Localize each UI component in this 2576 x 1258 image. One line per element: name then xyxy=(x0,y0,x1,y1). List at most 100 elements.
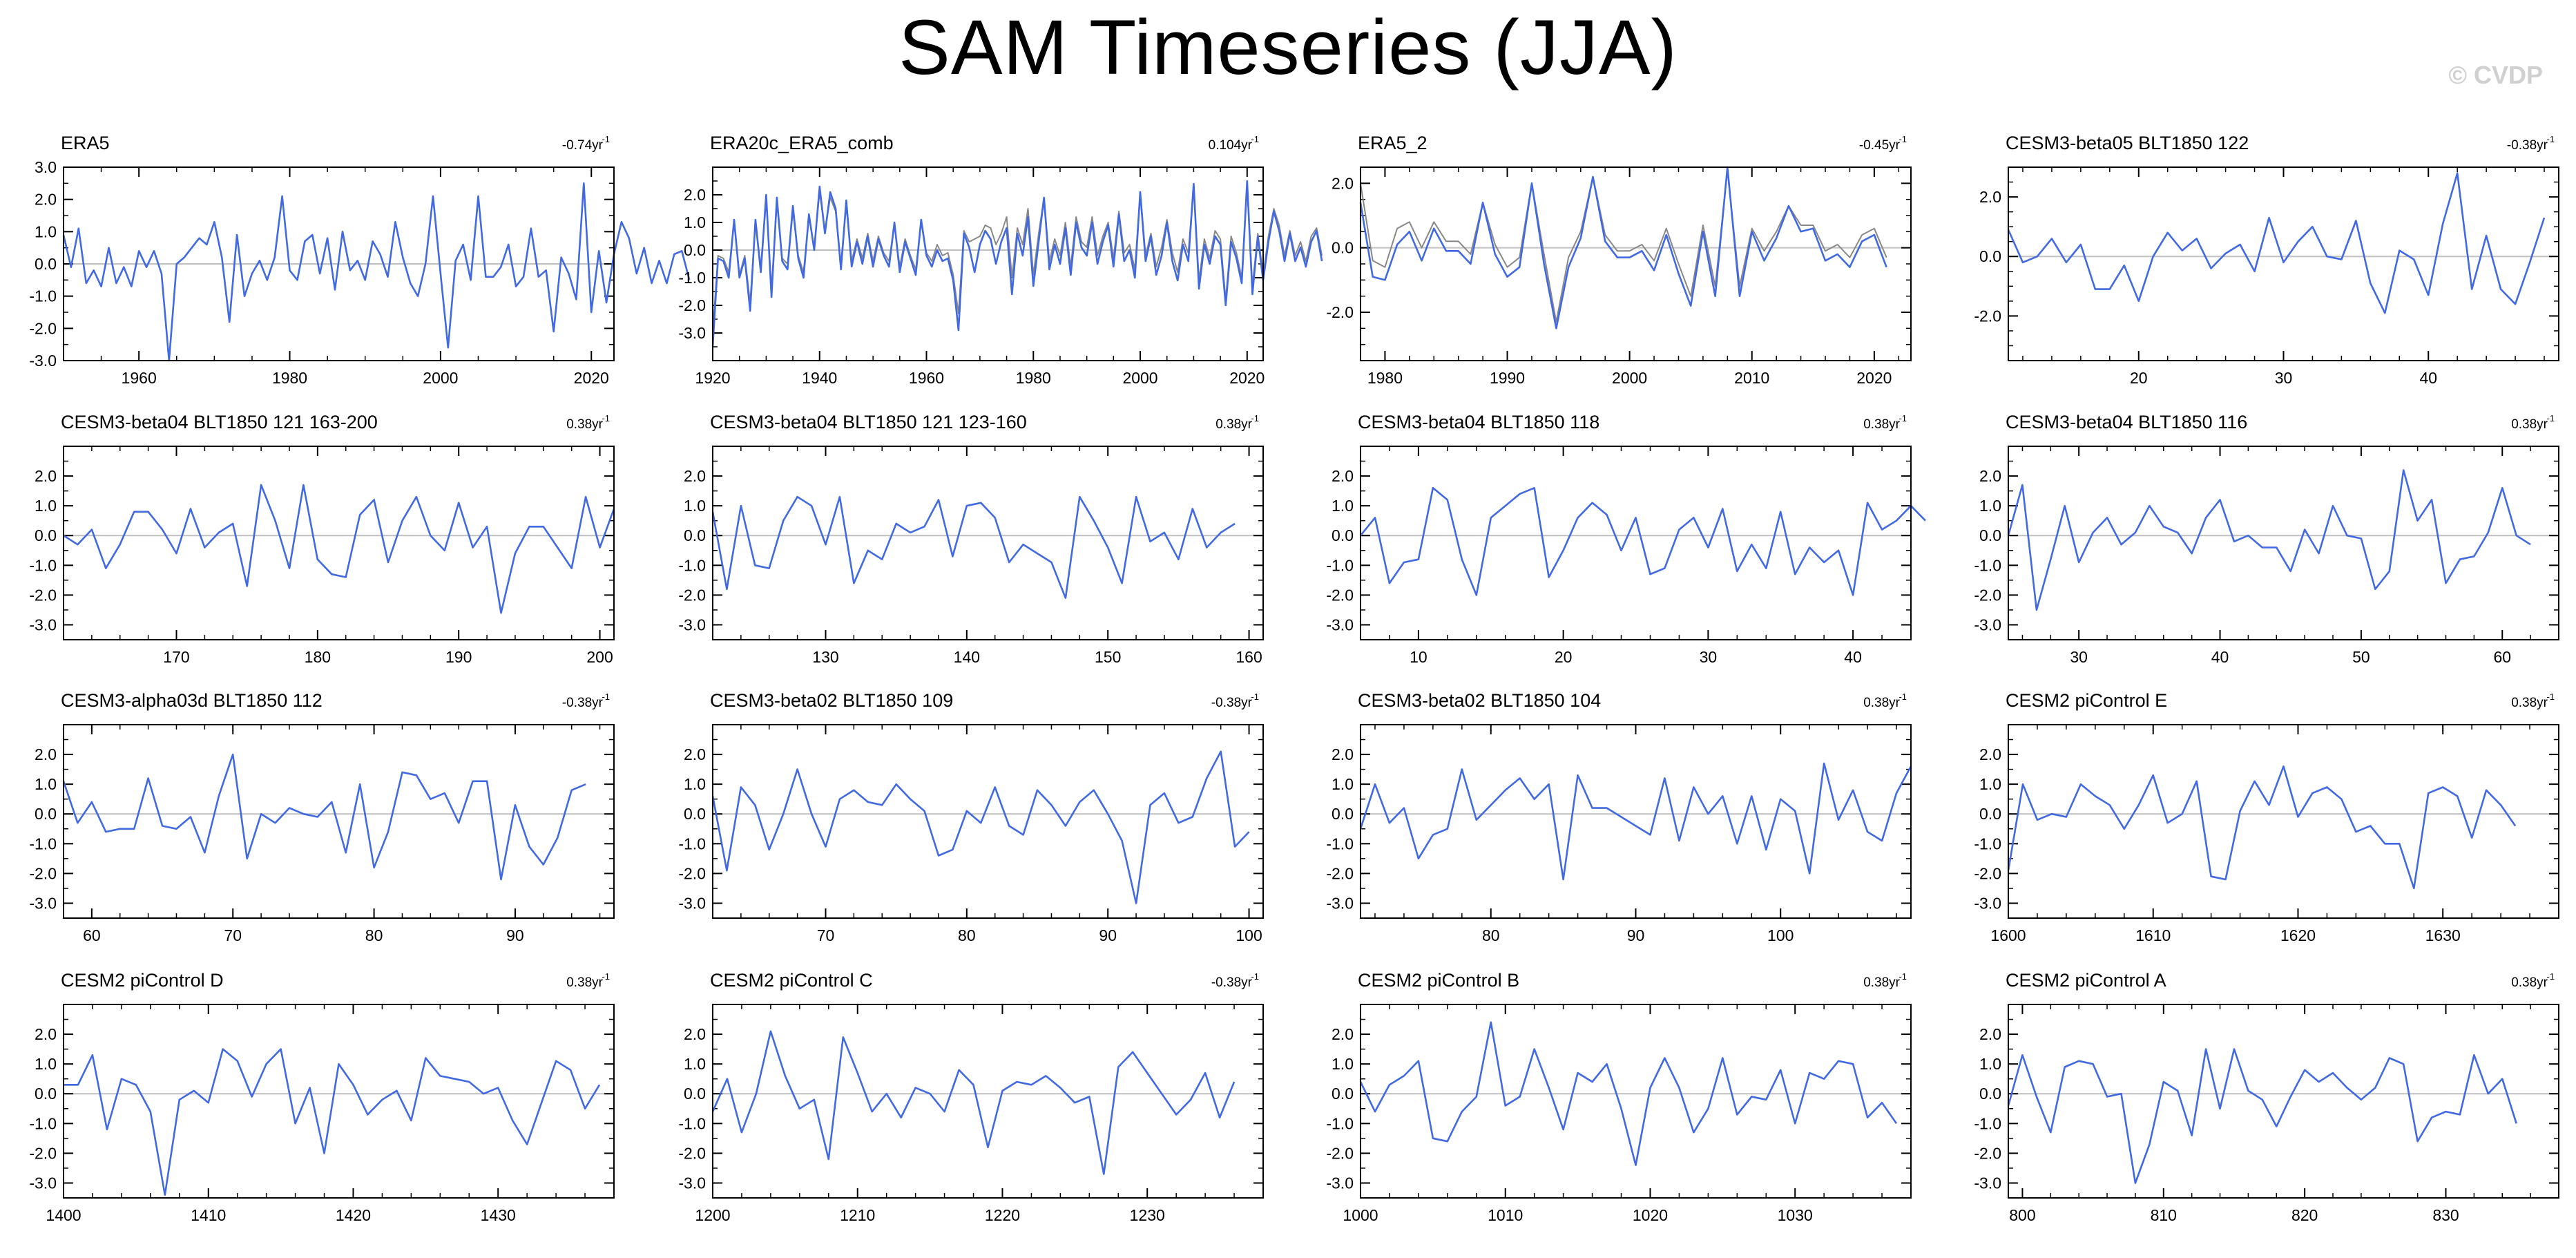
panel-4: CESM3-beta04 BLT1850 121 163-200 0.38yr-1… xyxy=(29,412,615,666)
y-tick-label: -2.0 xyxy=(678,296,706,314)
trend-unit-superscript: -1 xyxy=(602,971,610,982)
x-tick-label: 1400 xyxy=(46,1206,81,1224)
trend-unit-superscript: -1 xyxy=(1251,134,1259,144)
trend-label: 0.38yr xyxy=(1215,417,1252,432)
x-tick-label: 1610 xyxy=(2135,926,2171,944)
x-tick-label: 810 xyxy=(2151,1206,2177,1224)
trend-label: -0.74yr xyxy=(562,138,604,153)
trend-unit-superscript: -1 xyxy=(1251,692,1259,702)
panel-10: CESM3-beta02 BLT1850 104 0.38yr-1 -3.0 -2.0… xyxy=(1326,690,1912,944)
y-tick-label: 1.0 xyxy=(35,497,57,515)
plot-frame xyxy=(63,724,615,919)
plot-frame xyxy=(2008,1004,2559,1199)
x-tick-label: 800 xyxy=(2009,1206,2035,1224)
x-tick-label: 1010 xyxy=(1488,1206,1523,1224)
y-tick-label: 1.0 xyxy=(684,1055,706,1073)
plot-frame xyxy=(712,1004,1264,1199)
trend-label: -0.38yr xyxy=(1211,975,1253,990)
series-line xyxy=(1359,166,1887,330)
x-tick-label: 160 xyxy=(1236,648,1262,666)
y-tick-label: 0.0 xyxy=(35,1085,57,1103)
panel-2: ERA5_2 -0.45yr-1 -2.0 0.0 2.0 1980 1990 2000 201… xyxy=(1326,133,1912,387)
y-tick-label: -3.0 xyxy=(678,616,706,633)
series-line xyxy=(711,1030,1236,1175)
x-tick-label: 1960 xyxy=(122,369,157,387)
x-tick-label: 1220 xyxy=(985,1206,1020,1224)
y-tick-label: -1.0 xyxy=(678,1114,706,1132)
x-tick-label: 90 xyxy=(1099,926,1117,944)
y-tick-label: -1.0 xyxy=(678,269,706,287)
y-tick-label: -1.0 xyxy=(1326,835,1354,852)
y-tick-label: 2.0 xyxy=(35,467,57,485)
x-tick-label: 1940 xyxy=(802,369,837,387)
x-tick-label: 1980 xyxy=(272,369,307,387)
series-line xyxy=(711,750,1250,904)
panel-title: CESM2 piControl C xyxy=(710,970,873,991)
y-tick-label: -2.0 xyxy=(678,1144,706,1162)
x-tick-label: 1980 xyxy=(1016,369,1051,387)
y-tick-label: 1.0 xyxy=(684,213,706,231)
y-tick-label: 1.0 xyxy=(1332,1055,1354,1073)
x-tick-label: 2020 xyxy=(1856,369,1892,387)
series-line xyxy=(1359,762,1912,881)
y-tick-label: -3.0 xyxy=(678,324,706,342)
y-tick-label: -1.0 xyxy=(1974,1114,2001,1132)
panel-6: CESM3-beta04 BLT1850 118 0.38yr-1 -3.0 -2.0… xyxy=(1326,412,1926,666)
trend-label: 0.38yr xyxy=(566,417,603,432)
y-tick-label: 1.0 xyxy=(35,222,57,240)
y-tick-label: -2.0 xyxy=(29,319,57,337)
x-tick-label: 150 xyxy=(1095,648,1121,666)
y-tick-label: 0.0 xyxy=(1332,1085,1354,1103)
x-tick-label: 830 xyxy=(2432,1206,2459,1224)
y-tick-label: 0.0 xyxy=(684,526,706,544)
x-tick-label: 1960 xyxy=(909,369,944,387)
y-tick-label: -2.0 xyxy=(29,1144,57,1162)
panel-title: CESM3-beta04 BLT1850 121 123-160 xyxy=(710,412,1027,432)
y-tick-label: -2.0 xyxy=(29,864,57,882)
panel-title: ERA20c_ERA5_comb xyxy=(710,133,894,153)
y-tick-label: 0.0 xyxy=(1979,1085,2001,1103)
series-line xyxy=(2007,1048,2517,1184)
trend-label: 0.104yr xyxy=(1209,138,1253,153)
panel-0: ERA5 -0.74yr-1 -3.0 -2.0 -1.0 0.0 1.0 2.0 3.0 196… xyxy=(29,133,691,387)
panel-title: CESM3-alpha03d BLT1850 112 xyxy=(61,690,323,711)
x-tick-label: 60 xyxy=(83,926,101,944)
y-tick-label: -2.0 xyxy=(678,586,706,604)
y-tick-label: 2.0 xyxy=(35,1025,57,1043)
y-tick-label: 1.0 xyxy=(1332,497,1354,515)
y-tick-label: -3.0 xyxy=(1974,894,2001,912)
series-line xyxy=(64,1048,601,1196)
x-tick-label: 1920 xyxy=(695,369,730,387)
trend-unit-superscript: -1 xyxy=(1899,413,1907,423)
x-tick-label: 2020 xyxy=(1229,369,1265,387)
series-line-secondary xyxy=(712,186,1323,334)
y-tick-label: -2.0 xyxy=(1326,586,1354,604)
trend-unit-superscript: -1 xyxy=(1251,971,1259,982)
panel-title: CESM3-beta04 BLT1850 121 163-200 xyxy=(61,412,378,432)
y-tick-label: 0.0 xyxy=(684,241,706,259)
x-tick-label: 1620 xyxy=(2280,926,2316,944)
trend-label: 0.38yr xyxy=(2511,696,2548,710)
series-line xyxy=(62,753,586,881)
trend-unit-superscript: -1 xyxy=(2546,134,2555,144)
panel-3: CESM3-beta05 BLT1850 122 -0.38yr-1 -2.0 0.0… xyxy=(1974,133,2559,387)
y-tick-label: 0.0 xyxy=(35,805,57,823)
y-tick-label: 2.0 xyxy=(684,186,706,204)
y-tick-label: 3.0 xyxy=(35,158,57,176)
trend-label: 0.38yr xyxy=(566,975,603,990)
x-tick-label: 1600 xyxy=(1990,926,2026,944)
x-tick-label: 1020 xyxy=(1633,1206,1668,1224)
x-tick-label: 30 xyxy=(1700,648,1718,666)
plot-frame xyxy=(712,446,1264,640)
y-tick-label: -2.0 xyxy=(1974,864,2001,882)
x-tick-label: 10 xyxy=(1410,648,1428,666)
x-tick-label: 140 xyxy=(954,648,980,666)
x-tick-label: 30 xyxy=(2275,369,2293,387)
series-line xyxy=(2007,469,2531,611)
panel-title: CESM3-beta02 BLT1850 104 xyxy=(1358,690,1601,711)
y-tick-label: -2.0 xyxy=(1974,1144,2001,1162)
plot-frame xyxy=(1360,724,1912,919)
x-tick-label: 1420 xyxy=(336,1206,371,1224)
x-tick-label: 130 xyxy=(812,648,838,666)
trend-unit-superscript: -1 xyxy=(602,134,610,144)
